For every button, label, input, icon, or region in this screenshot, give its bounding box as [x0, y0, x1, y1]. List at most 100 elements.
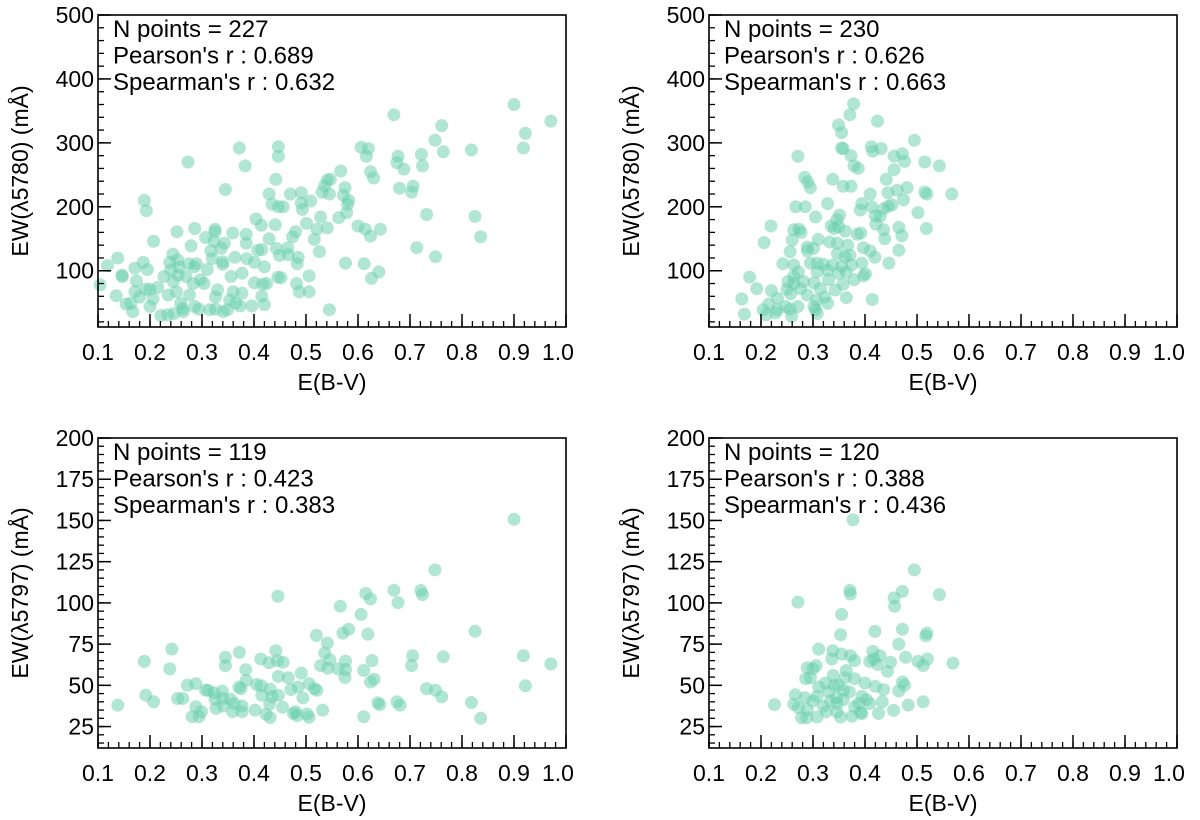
x-tick-label: 0.2: [745, 339, 777, 365]
x-tick-label: 0.3: [797, 760, 829, 786]
data-point: [844, 179, 858, 193]
stats-line: Pearson's r : 0.388: [724, 466, 925, 493]
data-point: [320, 636, 334, 650]
data-point: [812, 642, 826, 656]
data-point: [783, 245, 797, 259]
data-point: [410, 241, 424, 255]
data-point: [295, 202, 309, 216]
data-point: [294, 186, 308, 200]
data-point: [387, 583, 401, 597]
data-point: [932, 159, 946, 173]
y-tick-label: 75: [68, 631, 94, 657]
data-point: [217, 236, 231, 250]
data-point: [373, 222, 387, 236]
data-point: [919, 629, 933, 643]
data-point: [843, 587, 857, 601]
y-tick-label: 50: [679, 672, 705, 698]
x-tick-label: 0.9: [1109, 339, 1141, 365]
data-point: [235, 705, 249, 719]
x-tick-label: 0.8: [1057, 760, 1089, 786]
data-point: [224, 270, 238, 283]
data-point: [115, 270, 129, 283]
data-point: [372, 265, 386, 279]
data-point: [340, 206, 354, 220]
data-point: [188, 222, 202, 235]
data-point: [147, 234, 161, 248]
data-point: [830, 236, 844, 250]
stats-line: N points = 230: [724, 16, 879, 43]
data-point: [890, 183, 904, 197]
data-point: [205, 252, 219, 266]
y-tick-label: 200: [667, 194, 705, 220]
data-point: [365, 654, 379, 668]
stats-line: Spearman's r : 0.663: [724, 69, 946, 96]
data-point: [750, 282, 764, 296]
data-point: [151, 280, 165, 294]
data-point: [516, 649, 530, 663]
x-tick-label: 0.8: [446, 339, 478, 365]
y-tick-label: 125: [56, 549, 94, 575]
x-tick-label: 0.9: [1109, 760, 1141, 786]
x-tick-label: 0.1: [693, 339, 725, 365]
data-point: [268, 218, 282, 232]
data-point: [189, 677, 203, 691]
data-point: [296, 691, 310, 705]
data-point: [321, 661, 335, 675]
data-point: [848, 654, 862, 668]
data-point: [248, 255, 261, 269]
data-point: [420, 208, 434, 221]
data-point: [197, 277, 211, 290]
data-point: [235, 286, 249, 300]
data-point: [406, 649, 420, 663]
data-point: [468, 209, 482, 223]
data-point: [304, 194, 318, 208]
data-point: [428, 133, 442, 147]
data-point: [100, 259, 114, 273]
y-tick-label: 300: [56, 130, 94, 156]
data-point: [260, 277, 273, 290]
data-point: [302, 285, 316, 299]
data-point: [111, 251, 125, 265]
data-point: [274, 271, 288, 285]
stats-line: N points = 227: [113, 16, 268, 43]
data-point: [239, 673, 253, 687]
data-point: [269, 172, 283, 186]
data-points: [768, 513, 960, 725]
data-point: [854, 226, 868, 240]
x-tick-label: 0.7: [1005, 339, 1037, 365]
data-point: [323, 172, 337, 186]
data-point: [140, 263, 154, 276]
data-point: [785, 233, 799, 247]
data-point: [743, 270, 757, 284]
x-axis: 0.1 0.2 0.3 0.4 0.5 0.6 0.7 0.8 0.9 1.0 E(B-V): [693, 735, 1185, 816]
data-point: [897, 193, 910, 207]
data-point: [895, 622, 909, 636]
data-point: [416, 588, 429, 602]
data-point: [798, 200, 812, 214]
data-point: [516, 141, 530, 155]
data-point: [839, 291, 853, 305]
data-point: [200, 263, 214, 276]
data-point: [218, 659, 232, 673]
data-point: [907, 133, 921, 147]
data-point: [357, 710, 371, 724]
data-point: [93, 278, 107, 292]
data-point: [826, 172, 840, 186]
x-tick-label: 0.1: [82, 339, 114, 365]
y-tick-label: 125: [667, 549, 705, 575]
data-point: [895, 229, 909, 243]
data-point: [846, 513, 860, 527]
data-point: [518, 126, 532, 140]
data-point: [882, 256, 896, 270]
data-point: [276, 700, 290, 714]
data-point: [835, 607, 849, 621]
data-point: [821, 197, 835, 211]
data-point: [841, 238, 855, 252]
x-axis: 0.1 0.2 0.3 0.4 0.5 0.6 0.7 0.8 0.9 1.0 E(B-V): [82, 735, 574, 816]
data-point: [314, 210, 328, 224]
scatter-panel-top-left: 0.1 0.2 0.3 0.4 0.5 0.6 0.7 0.8 0.9 1.0 E(B-V) 100 2…: [6, 2, 574, 395]
data-point: [393, 181, 407, 195]
data-point: [878, 232, 892, 246]
data-point: [875, 695, 889, 709]
